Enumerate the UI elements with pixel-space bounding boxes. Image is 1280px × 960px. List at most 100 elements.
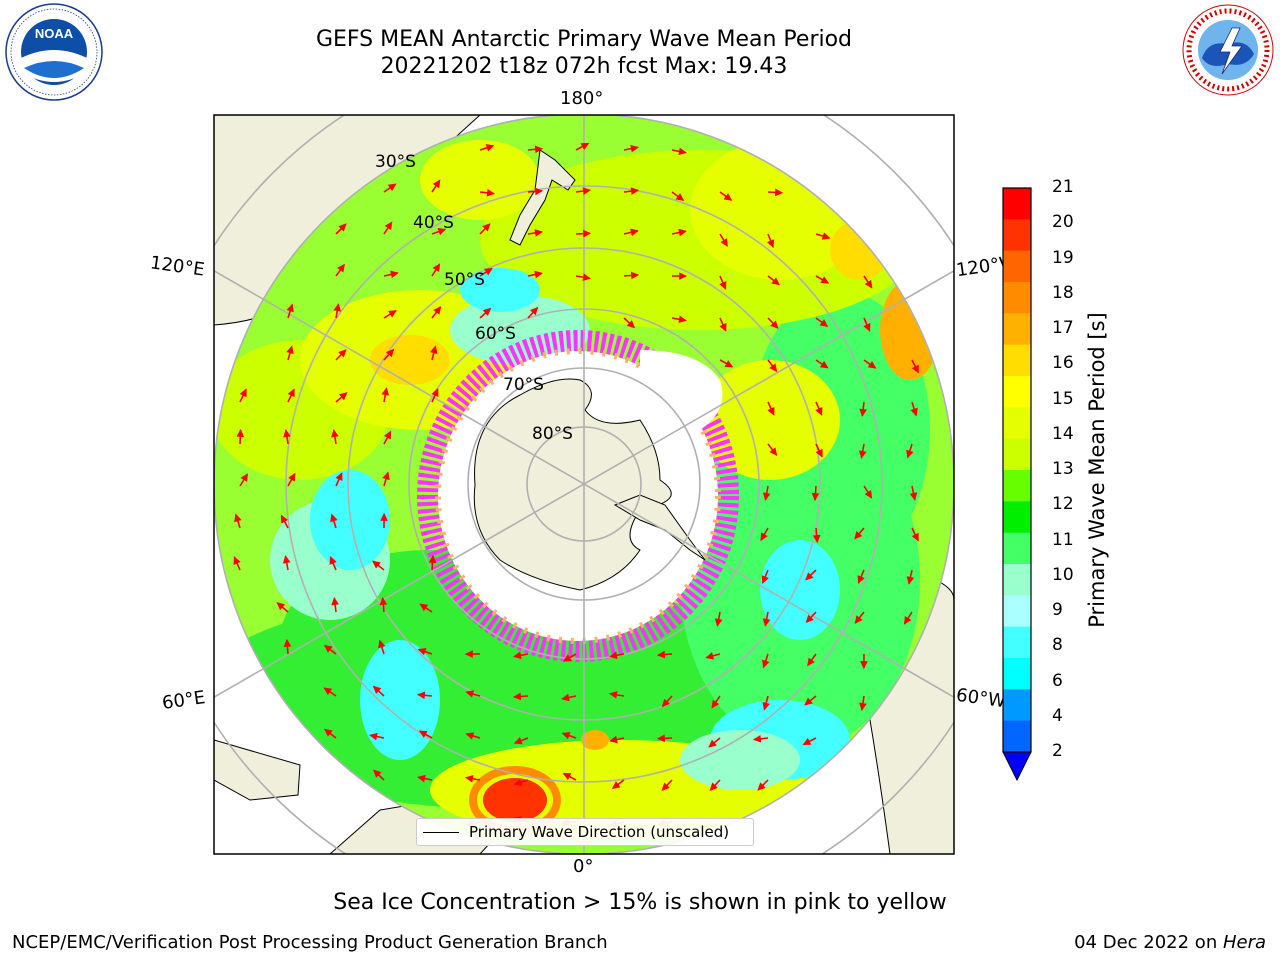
wave-arrow-head: [416, 691, 426, 700]
wave-arrow-head: [762, 659, 770, 669]
wave-arrow-head: [661, 698, 670, 708]
wave-arrow-head: [276, 602, 286, 611]
wave-arrow-head: [288, 472, 296, 482]
lat-label-40s: 40°S: [413, 213, 454, 233]
colorbar-tick-label: 10: [1052, 564, 1074, 585]
new-zealand: [509, 149, 576, 246]
wave-arrow-head: [760, 532, 768, 542]
wave-arrow-head: [860, 661, 868, 670]
wave-arrow-head: [769, 363, 778, 373]
wave-arrow-head: [582, 273, 591, 281]
colorbar-tick-label: 8: [1052, 635, 1063, 656]
noaa-logo-text: NOAA: [35, 26, 74, 41]
colorbar-tick-label: 6: [1052, 670, 1063, 691]
wave-arrow-head: [859, 702, 867, 711]
colorbar-band: [1003, 720, 1031, 753]
wave-arrow-head: [512, 692, 522, 701]
wave-arrow-head: [486, 188, 496, 197]
noaa-logo: NOAA: [5, 3, 103, 101]
wave-arrow-head: [626, 320, 636, 329]
wave-arrow-head: [909, 492, 918, 501]
wave-arrow-head: [769, 447, 778, 457]
wave-arrow-head: [709, 782, 718, 791]
wave-arrow-head: [333, 303, 342, 312]
lon-label-180: 180°: [560, 88, 604, 109]
wave-arrow-head: [484, 267, 493, 276]
colorbar-band: [1003, 250, 1031, 283]
wave-arrow-head: [380, 512, 388, 521]
wave-arrow-head: [630, 144, 639, 153]
wave-arrow-head: [331, 596, 339, 606]
wave-arrow-head: [482, 223, 491, 232]
lat-label-50s: 50°S: [444, 270, 485, 290]
lat-label-80s: 80°S: [532, 424, 573, 444]
wave-arrow-head: [379, 596, 388, 606]
wave-arrow-head: [609, 735, 618, 744]
wave-arrow-head: [234, 513, 242, 523]
wave-arrow-head: [903, 616, 912, 625]
graticule: [214, 115, 954, 854]
wave-arrow-head: [815, 448, 823, 458]
colorbar-tick-label: 2: [1052, 741, 1063, 761]
colorbar-band: [1003, 376, 1031, 408]
wave-arrow-head: [752, 734, 762, 743]
wave-arrow-head: [530, 306, 539, 316]
wave-arrow-head: [820, 276, 830, 284]
wave-arrow-head: [283, 429, 291, 438]
wave-arrow-head: [482, 307, 492, 316]
wave-arrow-head: [724, 360, 734, 368]
wave-arrow-head: [437, 227, 447, 236]
colorbar-band: [1003, 407, 1031, 440]
wave-arrow-head: [678, 315, 687, 324]
wave-arrow-head: [807, 657, 815, 667]
wave-arrow-head: [369, 732, 378, 741]
colorbar-tick-label: 19: [1052, 247, 1074, 268]
wave-arrow-head: [857, 575, 865, 584]
wave-arrow-head: [428, 554, 437, 564]
antarctica-land: [473, 378, 672, 591]
wave-arrow-head: [465, 732, 475, 740]
wave-arrow-head: [708, 739, 717, 748]
wave-arrow-head: [280, 514, 289, 524]
wave-arrow-head: [286, 345, 294, 355]
colorbar-tick-label: 17: [1052, 318, 1074, 338]
wave-arrow-head: [534, 187, 544, 196]
wave-arrow-head: [609, 651, 618, 660]
wave-arrow-head: [679, 272, 688, 280]
colorbar-band: [1003, 282, 1031, 314]
wave-arrow-head: [465, 775, 474, 783]
wave-arrow-head: [762, 701, 770, 711]
wave-arrow-head: [821, 232, 831, 240]
wave-arrow-head: [337, 263, 345, 273]
colorbar-band: [1003, 501, 1031, 534]
colorbar-tick-label: 9: [1052, 600, 1063, 620]
wave-arrow-head: [417, 774, 426, 783]
wave-arrow-head: [656, 650, 666, 659]
wave-arrow-head: [580, 142, 590, 151]
colorbar-band: [1003, 470, 1031, 502]
wave-arrow-head: [762, 618, 771, 627]
wave-arrow-head: [719, 281, 727, 290]
colorbar-tick-label: 12: [1052, 494, 1074, 515]
colorbar-band: [1003, 564, 1031, 596]
wave-arrow-head: [323, 644, 333, 653]
wave-arrow-head: [373, 769, 382, 778]
wave-arrow-head: [711, 699, 720, 709]
wave-arrow-head: [582, 187, 592, 195]
colorbar-tick-label: 20: [1052, 212, 1074, 233]
colorbar-tick-label: 14: [1052, 423, 1074, 444]
wave-arrow-head: [384, 221, 393, 231]
wave-arrow-head: [819, 360, 829, 369]
wave-arrow-head: [335, 472, 343, 482]
wave-arrow-head: [854, 615, 863, 624]
colorbar-tick-label: 13: [1052, 459, 1074, 479]
wave-arrow-head: [287, 388, 295, 398]
colorbar-tick-label: 18: [1052, 282, 1074, 303]
wave-arrow-head: [859, 408, 867, 418]
wave-arrow-head: [419, 603, 429, 612]
wave-arrow-head: [430, 345, 438, 354]
wave-arrow-head: [911, 364, 919, 374]
wave-arrow-head: [720, 238, 728, 247]
wave-arrow-head: [678, 147, 687, 156]
wave-arrow-head: [656, 734, 665, 743]
